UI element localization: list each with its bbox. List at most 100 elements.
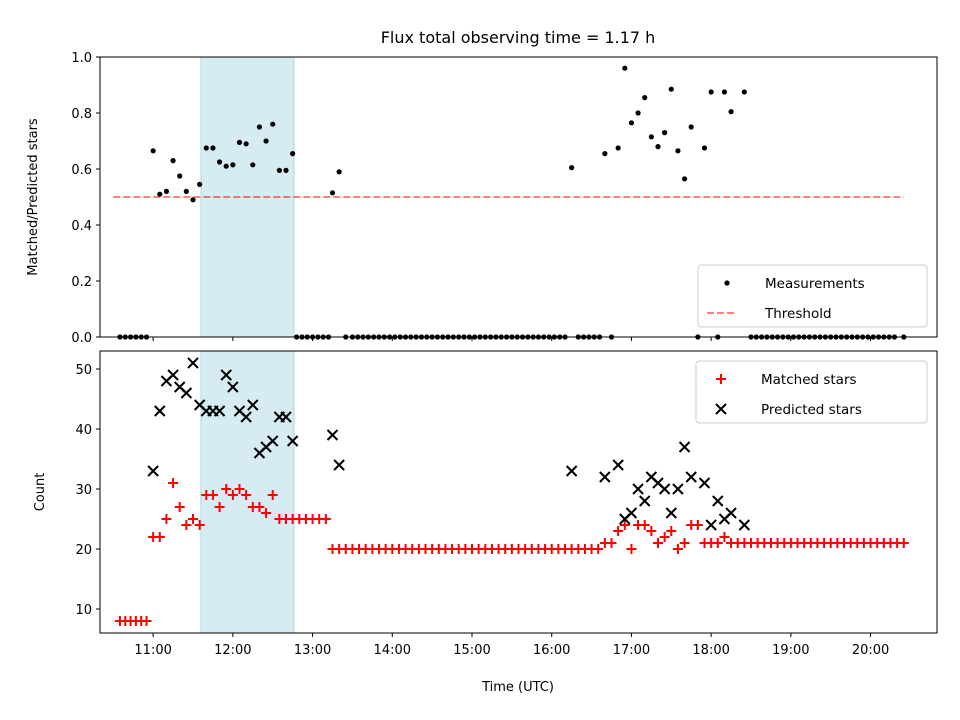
bottom-series-0-point-13 <box>194 520 205 530</box>
top-series-0-point-22 <box>256 124 263 130</box>
top-series-0-point-13 <box>197 181 203 187</box>
bottom-series-0-point-16 <box>214 502 225 512</box>
bottom-series-1-point-37 <box>685 471 697 483</box>
bottom-highlight-span <box>200 350 295 634</box>
top-series-0-point-16 <box>216 159 223 165</box>
top-series-0-point-79 <box>569 165 575 171</box>
bottom-series-0-point-75 <box>606 538 617 548</box>
top-series-0-point-35 <box>329 190 336 196</box>
top-series-0-point-100 <box>708 89 714 95</box>
top-series-0-point-36 <box>336 169 342 175</box>
top-series-0-point-91 <box>642 95 648 101</box>
bottom-series-0-point-7 <box>154 532 165 542</box>
bottom-y-tick-label-4: 50 <box>75 363 92 378</box>
bottom-legend-marker-0 <box>716 374 726 384</box>
bottom-series-0-point-81 <box>646 526 657 536</box>
bottom-series-1-point-5 <box>180 387 193 399</box>
bottom-series-0-point-5 <box>141 616 152 626</box>
bottom-series-1-point-43 <box>738 519 751 531</box>
bottom-series-1-point-3 <box>167 369 179 381</box>
bottom-series-1-point-10 <box>213 405 226 417</box>
bottom-x-tick-label-0: 11:00 <box>134 643 171 658</box>
top-series-0-point-19 <box>236 139 243 145</box>
top-series-0-point-87 <box>615 145 621 151</box>
top-series-0-point-99 <box>701 145 708 151</box>
bottom-x-tick-label-8: 19:00 <box>772 643 809 658</box>
bottom-series-0-point-119 <box>898 538 909 548</box>
bottom-x-tick-label-4: 15:00 <box>453 643 490 658</box>
top-series-0-point-15 <box>210 145 216 151</box>
top-legend-label-0: Measurements <box>765 276 865 292</box>
bottom-series-0-point-83 <box>659 532 670 542</box>
top-y-tick-label-5: 1.0 <box>71 51 92 66</box>
bottom-series-0-point-17 <box>221 484 232 494</box>
top-legend-marker-0 <box>724 280 730 286</box>
bottom-y-tick-label-2: 30 <box>75 483 92 498</box>
bottom-series-1-point-22 <box>326 429 339 441</box>
bottom-legend-label-1: Predicted stars <box>761 402 862 418</box>
bottom-x-tick-label-6: 17:00 <box>613 643 650 658</box>
top-series-0-point-18 <box>230 162 236 168</box>
bottom-legend-marker-1 <box>715 403 727 415</box>
top-y-tick-label-1: 0.2 <box>71 275 92 290</box>
bottom-series-1-point-18 <box>267 435 279 447</box>
bottom-series-1-point-35 <box>672 483 684 495</box>
bottom-series-0-point-23 <box>261 508 272 518</box>
bottom-series-0-point-11 <box>181 520 192 530</box>
top-series-0-point-90 <box>635 110 641 116</box>
bottom-x-tick-label-2: 13:00 <box>294 643 331 658</box>
bottom-series-1-point-38 <box>698 477 711 489</box>
top-series-0-point-27 <box>290 151 296 157</box>
top-y-tick-label-2: 0.4 <box>71 219 92 234</box>
bottom-series-1-point-28 <box>625 507 638 519</box>
top-series-0-point-25 <box>276 167 282 173</box>
bottom-series-0-point-10 <box>174 502 185 512</box>
bottom-series-0-point-22 <box>254 502 265 512</box>
x-axis-label: Time (UTC) <box>481 680 554 695</box>
top-series-0-point-26 <box>283 167 289 173</box>
top-series-0-point-20 <box>243 141 249 147</box>
bottom-series-0-point-86 <box>679 538 690 548</box>
bottom-series-0-point-77 <box>619 520 630 530</box>
bottom-series-0-point-15 <box>207 490 218 500</box>
bottom-series-1-point-6 <box>187 357 199 369</box>
bottom-series-1-point-42 <box>725 507 737 519</box>
bottom-series-1-point-23 <box>333 459 345 471</box>
bottom-y-tick-label-3: 40 <box>75 423 92 438</box>
bottom-series-0-point-9 <box>168 478 179 488</box>
top-axes-frame <box>99 56 938 338</box>
bottom-series-1-point-40 <box>712 495 724 507</box>
top-series-0-point-21 <box>250 162 256 168</box>
bottom-x-tick-label-7: 18:00 <box>692 643 729 658</box>
bottom-series-0-point-88 <box>692 520 703 530</box>
bottom-series-1-point-24 <box>565 465 578 477</box>
top-series-0-point-97 <box>681 176 688 182</box>
bottom-series-1-point-20 <box>280 411 292 423</box>
bottom-series-0-point-78 <box>626 544 637 554</box>
top-y-tick-label-0: 0.0 <box>71 331 92 346</box>
top-series-0-point-12 <box>190 197 196 203</box>
bottom-legend-box <box>695 360 928 424</box>
bottom-series-1-point-12 <box>227 381 239 393</box>
bottom-series-0-point-24 <box>267 490 278 500</box>
top-series-0-point-89 <box>628 120 635 126</box>
chart-title: Flux total observing time = 1.17 h <box>381 28 656 47</box>
bottom-x-tick-label-1: 12:00 <box>214 643 251 658</box>
top-series-0-point-95 <box>668 86 674 92</box>
top-series-0-point-101 <box>721 89 728 95</box>
top-legend-label-1: Threshold <box>764 306 832 322</box>
bottom-series-1-point-30 <box>639 495 651 507</box>
bottom-series-0-point-18 <box>227 490 238 500</box>
bottom-series-0-point-20 <box>241 490 252 500</box>
top-y-tick-label-4: 0.8 <box>71 107 92 122</box>
top-y-tick-label-3: 0.6 <box>71 163 92 178</box>
bottom-y-tick-label-0: 10 <box>75 603 92 618</box>
bottom-series-1-point-25 <box>599 471 611 483</box>
top-series-0-point-23 <box>263 138 269 144</box>
bottom-series-1-point-33 <box>658 483 671 495</box>
bottom-series-0-point-82 <box>653 538 663 548</box>
bottom-series-0-point-32 <box>320 514 331 524</box>
bottom-series-0-point-85 <box>672 544 683 554</box>
top-series-0-point-24 <box>270 121 276 127</box>
